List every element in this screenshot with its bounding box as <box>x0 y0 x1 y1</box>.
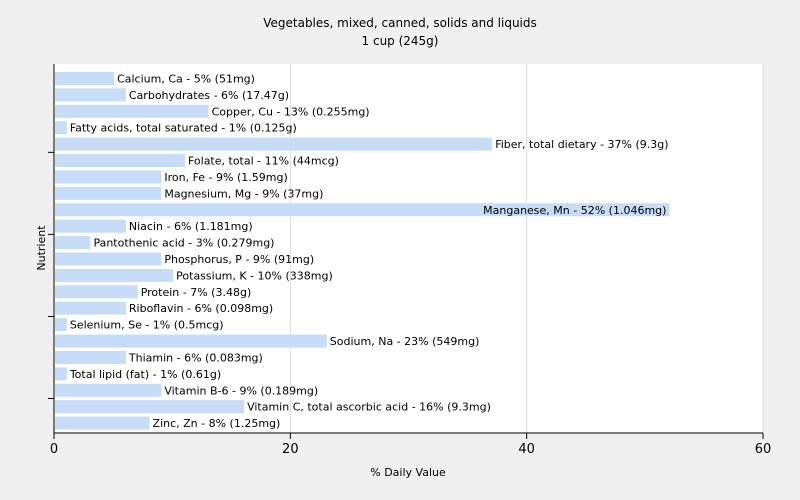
bar-label: Calcium, Ca - 5% (51mg) <box>117 73 255 86</box>
bar <box>55 367 67 381</box>
x-tick-label: 60 <box>755 442 772 457</box>
bar-label: Total lipid (fat) - 1% (0.61g) <box>69 368 221 381</box>
bar-label: Phosphorus, P - 9% (91mg) <box>164 253 314 266</box>
bars-group: Calcium, Ca - 5% (51mg) Carbohydrates - 6… <box>55 72 670 430</box>
bar <box>55 416 150 430</box>
bar-label: Potassium, K - 10% (338mg) <box>176 269 333 282</box>
bar <box>55 268 174 282</box>
chart-title: Vegetables, mixed, canned, solids and li… <box>263 16 537 30</box>
bar <box>55 104 209 118</box>
grid-lines <box>289 64 764 433</box>
bar-label: Fatty acids, total saturated - 1% (0.125… <box>70 122 297 135</box>
bar <box>55 285 138 299</box>
bar <box>55 170 162 184</box>
bar <box>55 219 126 233</box>
x-tick-label: 0 <box>50 442 58 457</box>
bar-label: Vitamin B-6 - 9% (0.189mg) <box>164 384 318 397</box>
x-tick-label: 40 <box>518 442 535 457</box>
bar <box>55 236 91 250</box>
bar-label: Sodium, Na - 23% (549mg) <box>330 335 480 348</box>
bar <box>55 186 162 200</box>
bar <box>55 301 126 315</box>
bar <box>55 383 162 397</box>
bar-label: Iron, Fe - 9% (1.59mg) <box>164 171 287 184</box>
bar <box>55 400 245 414</box>
bar <box>55 88 126 102</box>
bar-label: Magnesium, Mg - 9% (37mg) <box>164 187 323 200</box>
bar-label: Thiamin - 6% (0.083mg) <box>128 351 263 364</box>
bar-label: Niacin - 6% (1.181mg) <box>129 220 253 233</box>
bar <box>55 334 327 348</box>
x-axis-title: % Daily Value <box>370 466 446 479</box>
y-axis-title: Nutrient <box>35 225 48 271</box>
bar-label: Zinc, Zn - 8% (1.25mg) <box>153 417 281 430</box>
bar-label: Carbohydrates - 6% (17.47g) <box>129 89 289 102</box>
bar-label: Selenium, Se - 1% (0.5mcg) <box>70 319 224 332</box>
bar-label: Vitamin C, total ascorbic acid - 16% (9.… <box>247 401 491 414</box>
bar-label: Folate, total - 11% (44mcg) <box>188 155 339 168</box>
bar <box>55 137 493 151</box>
chart-subtitle: 1 cup (245g) <box>362 34 439 48</box>
bar <box>55 318 67 332</box>
bar-label: Copper, Cu - 13% (0.255mg) <box>212 105 370 118</box>
bar <box>55 252 162 266</box>
bar-label: Pantothenic acid - 3% (0.279mg) <box>93 237 274 250</box>
x-tick-label: 20 <box>282 442 299 457</box>
bar-label: Riboflavin - 6% (0.098mg) <box>129 302 273 315</box>
bar-label: Fiber, total dietary - 37% (9.3g) <box>495 138 668 151</box>
bar-label: Protein - 7% (3.48g) <box>141 286 252 299</box>
plot-area <box>54 64 763 433</box>
bar <box>55 350 126 364</box>
axes-group: 0 20 40 60 <box>48 64 771 457</box>
bar <box>55 121 67 135</box>
bar <box>55 154 185 168</box>
bar <box>55 203 670 217</box>
bar-label: Manganese, Mn - 52% (1.046mg) <box>483 204 666 217</box>
bar <box>55 72 115 85</box>
